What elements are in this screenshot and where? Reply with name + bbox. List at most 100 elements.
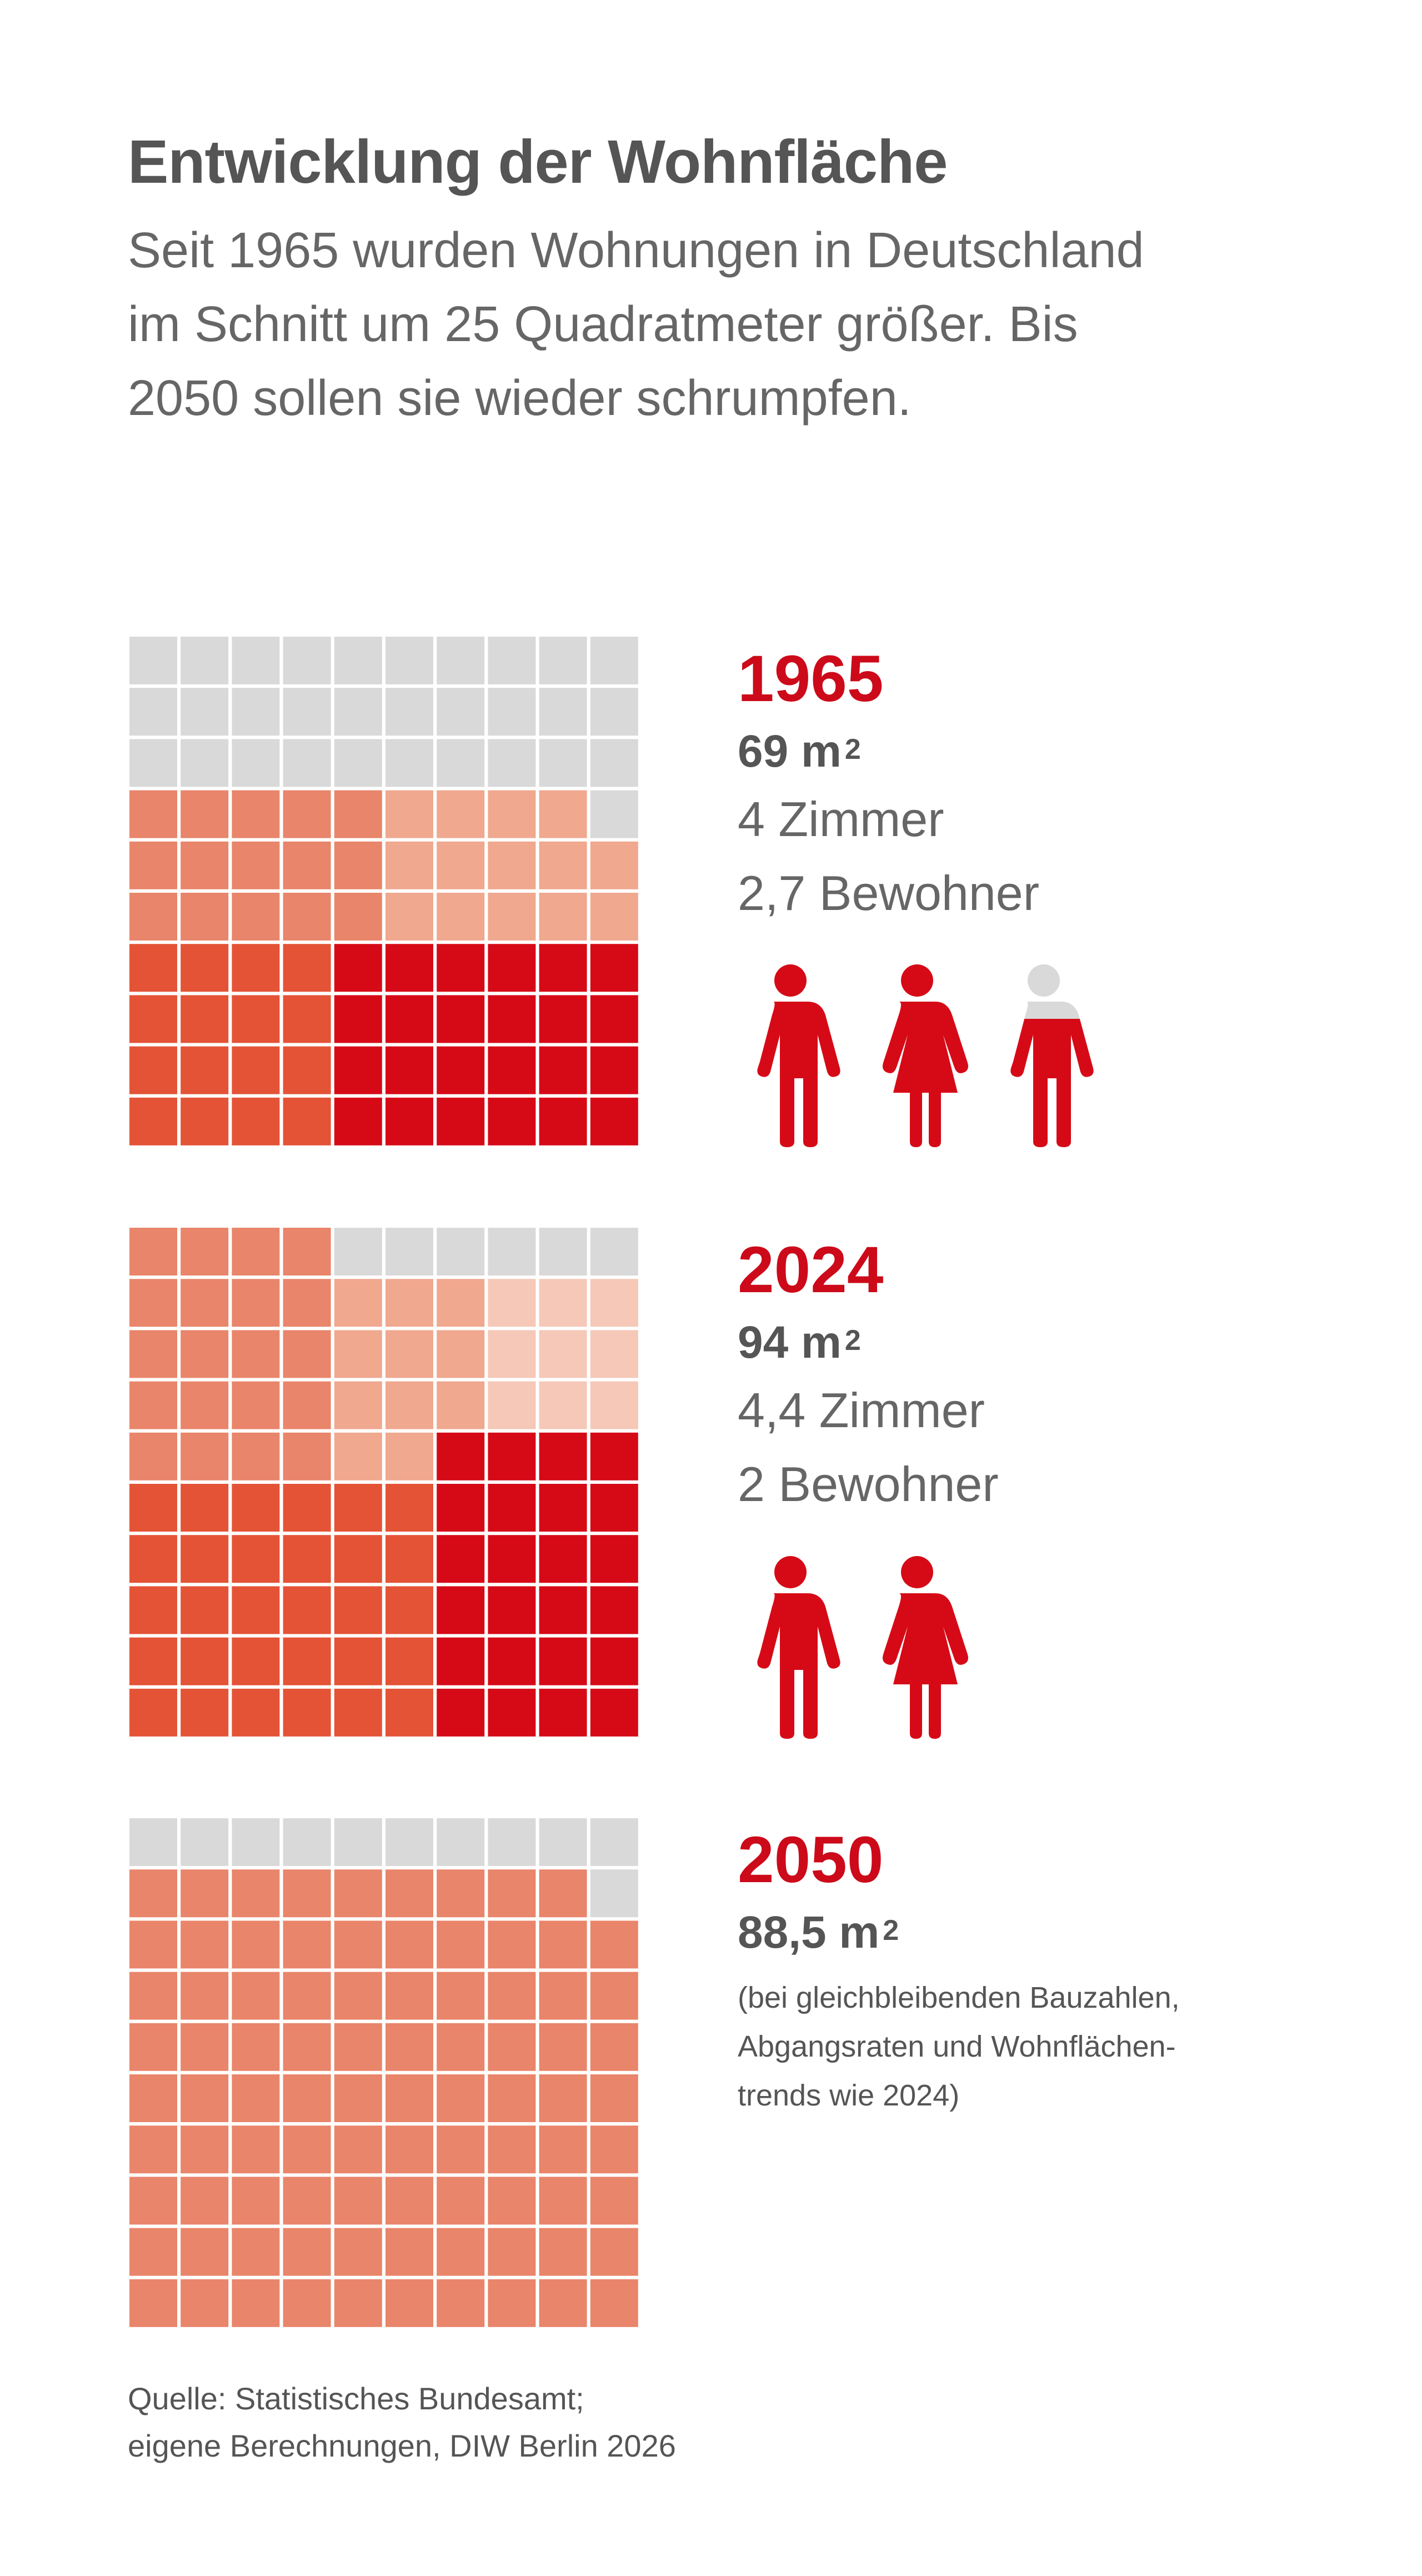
waffle-cell <box>334 739 382 787</box>
waffle-cell <box>232 1097 280 1146</box>
area-text: 69 m <box>738 726 842 777</box>
waffle-cell <box>283 841 331 889</box>
waffle-cell <box>539 637 587 684</box>
waffle-cell <box>539 1535 587 1583</box>
waffle-cell <box>437 637 485 684</box>
waffle-cell <box>488 688 536 736</box>
waffle-cell <box>590 1046 638 1094</box>
waffle-cell <box>232 2279 280 2327</box>
chart-title: Entwicklung der Wohnfläche <box>128 128 948 196</box>
waffle-cell <box>385 739 433 787</box>
waffle-cell <box>488 1228 536 1276</box>
waffle-cell <box>385 995 433 1043</box>
waffle-cell <box>232 1381 280 1429</box>
projection-note: (bei gleichbleibenden Bauzahlen, Abgangs… <box>738 1973 1180 2120</box>
waffle-cell <box>590 2279 638 2327</box>
waffle-cell <box>232 1228 280 1276</box>
waffle-cell <box>590 1279 638 1327</box>
waffle-cell <box>181 2023 229 2071</box>
waffle-cell <box>539 739 587 787</box>
area-text: 94 m <box>738 1317 842 1368</box>
waffle-cell <box>334 2177 382 2225</box>
waffle-cell <box>385 688 433 736</box>
chart-subtitle: Seit 1965 wurden Wohnungen in Deutschlan… <box>128 214 1322 436</box>
waffle-cell <box>590 2074 638 2122</box>
waffle-cell <box>385 1688 433 1737</box>
area-unit-superscript: 2 <box>844 1324 861 1357</box>
waffle-cell <box>334 2023 382 2071</box>
waffle-cell <box>181 1046 229 1094</box>
subtitle-line: Seit 1965 wurden Wohnungen in Deutschlan… <box>128 223 1144 278</box>
waffle-cell <box>129 1046 177 1094</box>
waffle-cell <box>334 1688 382 1737</box>
waffle-cell <box>437 2023 485 2071</box>
waffle-cell <box>129 1818 177 1866</box>
waffle-cell <box>129 2074 177 2122</box>
waffle-cell <box>488 893 536 941</box>
waffle-cell <box>334 1228 382 1276</box>
waffle-cell <box>437 739 485 787</box>
waffle-cell <box>181 841 229 889</box>
waffle-cell <box>232 944 280 992</box>
waffle-cell <box>129 2228 177 2276</box>
waffle-cell <box>232 1818 280 1866</box>
waffle-cell <box>334 1046 382 1094</box>
waffle-cell <box>437 1869 485 1918</box>
source-line: eigene Berechnungen, DIW Berlin 2026 <box>128 2428 676 2463</box>
waffle-cell <box>437 1637 485 1685</box>
waffle-cell <box>283 944 331 992</box>
waffle-cell <box>590 1869 638 1918</box>
waffle-cell <box>181 2125 229 2174</box>
waffle-cell <box>437 688 485 736</box>
waffle-cell <box>283 1097 331 1146</box>
waffle-cell <box>590 688 638 736</box>
waffle-cell <box>437 995 485 1043</box>
waffle-cell <box>590 893 638 941</box>
waffle-cell <box>437 1535 485 1583</box>
waffle-cell <box>334 1097 382 1146</box>
waffle-cell <box>283 1586 331 1634</box>
waffle-cell <box>437 2279 485 2327</box>
waffle-cell <box>181 2279 229 2327</box>
waffle-cell <box>385 2228 433 2276</box>
area-text: 88,5 m <box>738 1907 880 1958</box>
waffle-cell <box>129 944 177 992</box>
waffle-cell <box>283 1688 331 1737</box>
waffle-cell <box>181 1535 229 1583</box>
waffle-cell <box>539 1381 587 1429</box>
waffle-cell <box>488 2279 536 2327</box>
waffle-cell <box>283 2228 331 2276</box>
waffle-cell <box>437 893 485 941</box>
waffle-cell <box>437 1046 485 1094</box>
waffle-cell <box>232 1330 280 1378</box>
waffle-cell <box>539 2125 587 2174</box>
residents-pictogram-2024 <box>757 1556 968 1739</box>
waffle-cell <box>488 944 536 992</box>
waffle-cell <box>590 1381 638 1429</box>
waffle-cell <box>488 1688 536 1737</box>
waffle-cell <box>334 2074 382 2122</box>
waffle-cell <box>488 2177 536 2225</box>
waffle-cell <box>488 1535 536 1583</box>
waffle-cell <box>385 841 433 889</box>
waffle-cell <box>181 995 229 1043</box>
waffle-cell <box>590 790 638 838</box>
waffle-cell <box>385 893 433 941</box>
waffle-cell <box>539 2177 587 2225</box>
waffle-cell <box>437 2228 485 2276</box>
waffle-cell <box>232 1972 280 2020</box>
waffle-cell <box>334 1972 382 2020</box>
waffle-cell <box>232 1432 280 1480</box>
waffle-cell <box>334 790 382 838</box>
waffle-cell <box>385 1818 433 1866</box>
waffle-cell <box>539 2228 587 2276</box>
waffle-cell <box>334 944 382 992</box>
waffle-cell <box>181 2177 229 2225</box>
waffle-cell <box>437 1484 485 1532</box>
waffle-cell <box>129 637 177 684</box>
waffle-cell <box>129 1920 177 1969</box>
waffle-cell <box>334 893 382 941</box>
waffle-cell <box>385 2125 433 2174</box>
waffle-cell <box>283 1637 331 1685</box>
